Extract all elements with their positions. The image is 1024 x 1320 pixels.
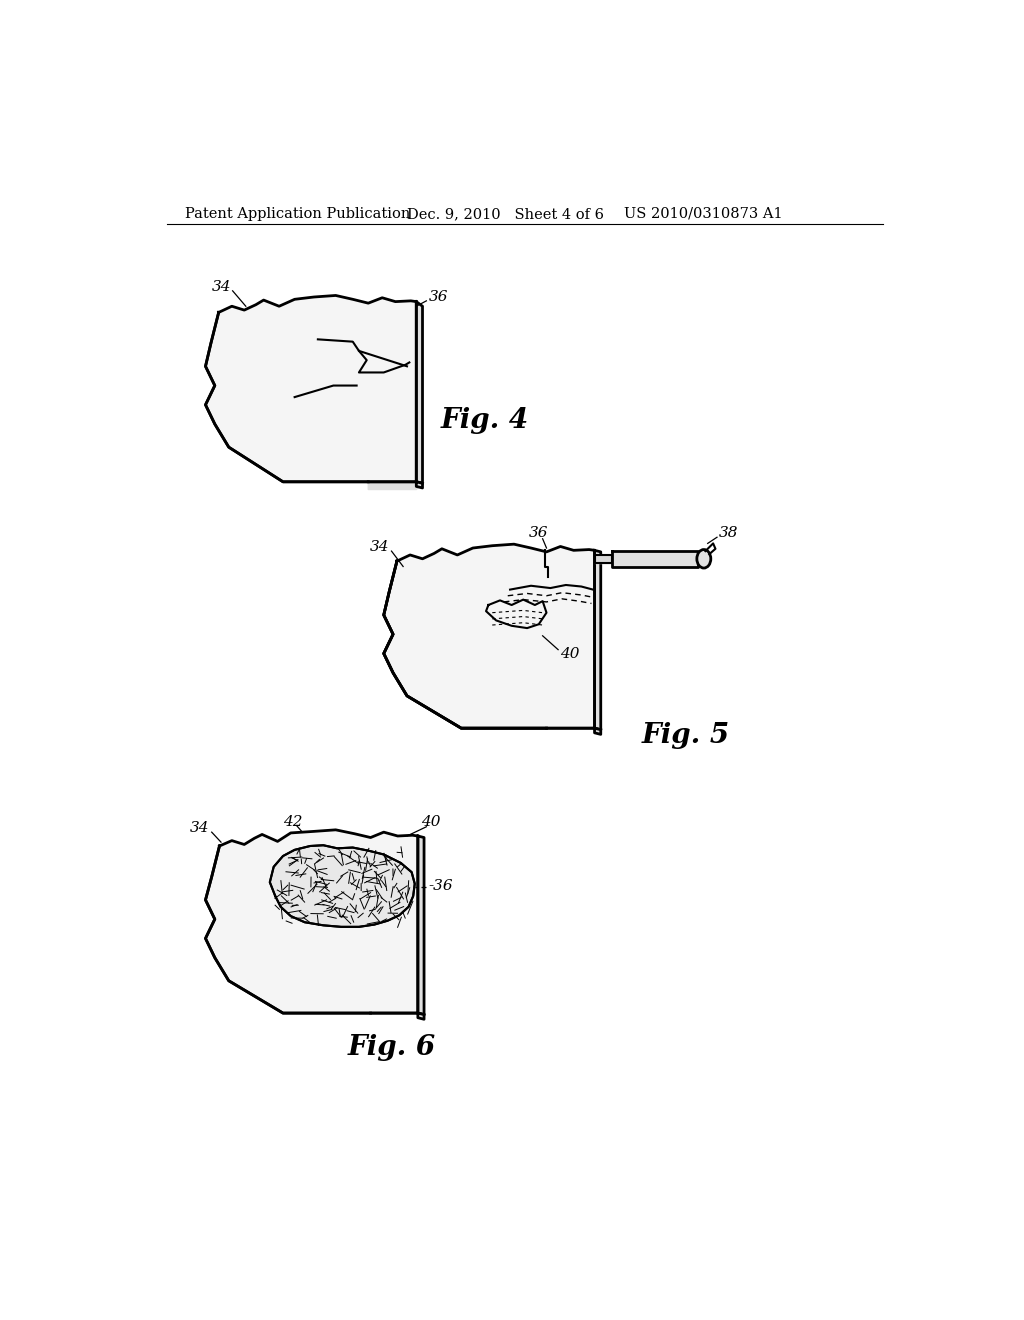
- Polygon shape: [369, 482, 423, 490]
- Polygon shape: [595, 550, 601, 730]
- Polygon shape: [270, 845, 415, 927]
- Polygon shape: [595, 729, 601, 734]
- Text: 34: 34: [189, 821, 209, 836]
- Polygon shape: [418, 1014, 424, 1019]
- Text: 36: 36: [429, 290, 449, 304]
- Text: -36: -36: [429, 879, 454, 894]
- Text: 36: 36: [529, 527, 549, 540]
- Polygon shape: [417, 482, 423, 488]
- Text: 34: 34: [212, 280, 231, 294]
- Text: US 2010/0310873 A1: US 2010/0310873 A1: [624, 207, 782, 220]
- Text: Fig. 6: Fig. 6: [347, 1035, 435, 1061]
- Polygon shape: [206, 830, 418, 1014]
- Text: 34: 34: [370, 540, 389, 554]
- Polygon shape: [384, 544, 595, 729]
- Text: Dec. 9, 2010   Sheet 4 of 6: Dec. 9, 2010 Sheet 4 of 6: [407, 207, 604, 220]
- Polygon shape: [418, 836, 424, 1015]
- Ellipse shape: [697, 549, 711, 568]
- Text: Patent Application Publication: Patent Application Publication: [184, 207, 410, 220]
- Polygon shape: [595, 554, 612, 562]
- Text: 38: 38: [719, 527, 738, 540]
- Polygon shape: [486, 599, 547, 628]
- Text: Fig. 4: Fig. 4: [440, 407, 528, 434]
- Text: 40: 40: [421, 816, 440, 829]
- Polygon shape: [612, 552, 697, 566]
- Polygon shape: [417, 302, 423, 483]
- Text: Fig. 5: Fig. 5: [642, 722, 730, 750]
- Text: 42: 42: [283, 816, 302, 829]
- Text: 40: 40: [560, 647, 580, 660]
- Polygon shape: [206, 296, 417, 482]
